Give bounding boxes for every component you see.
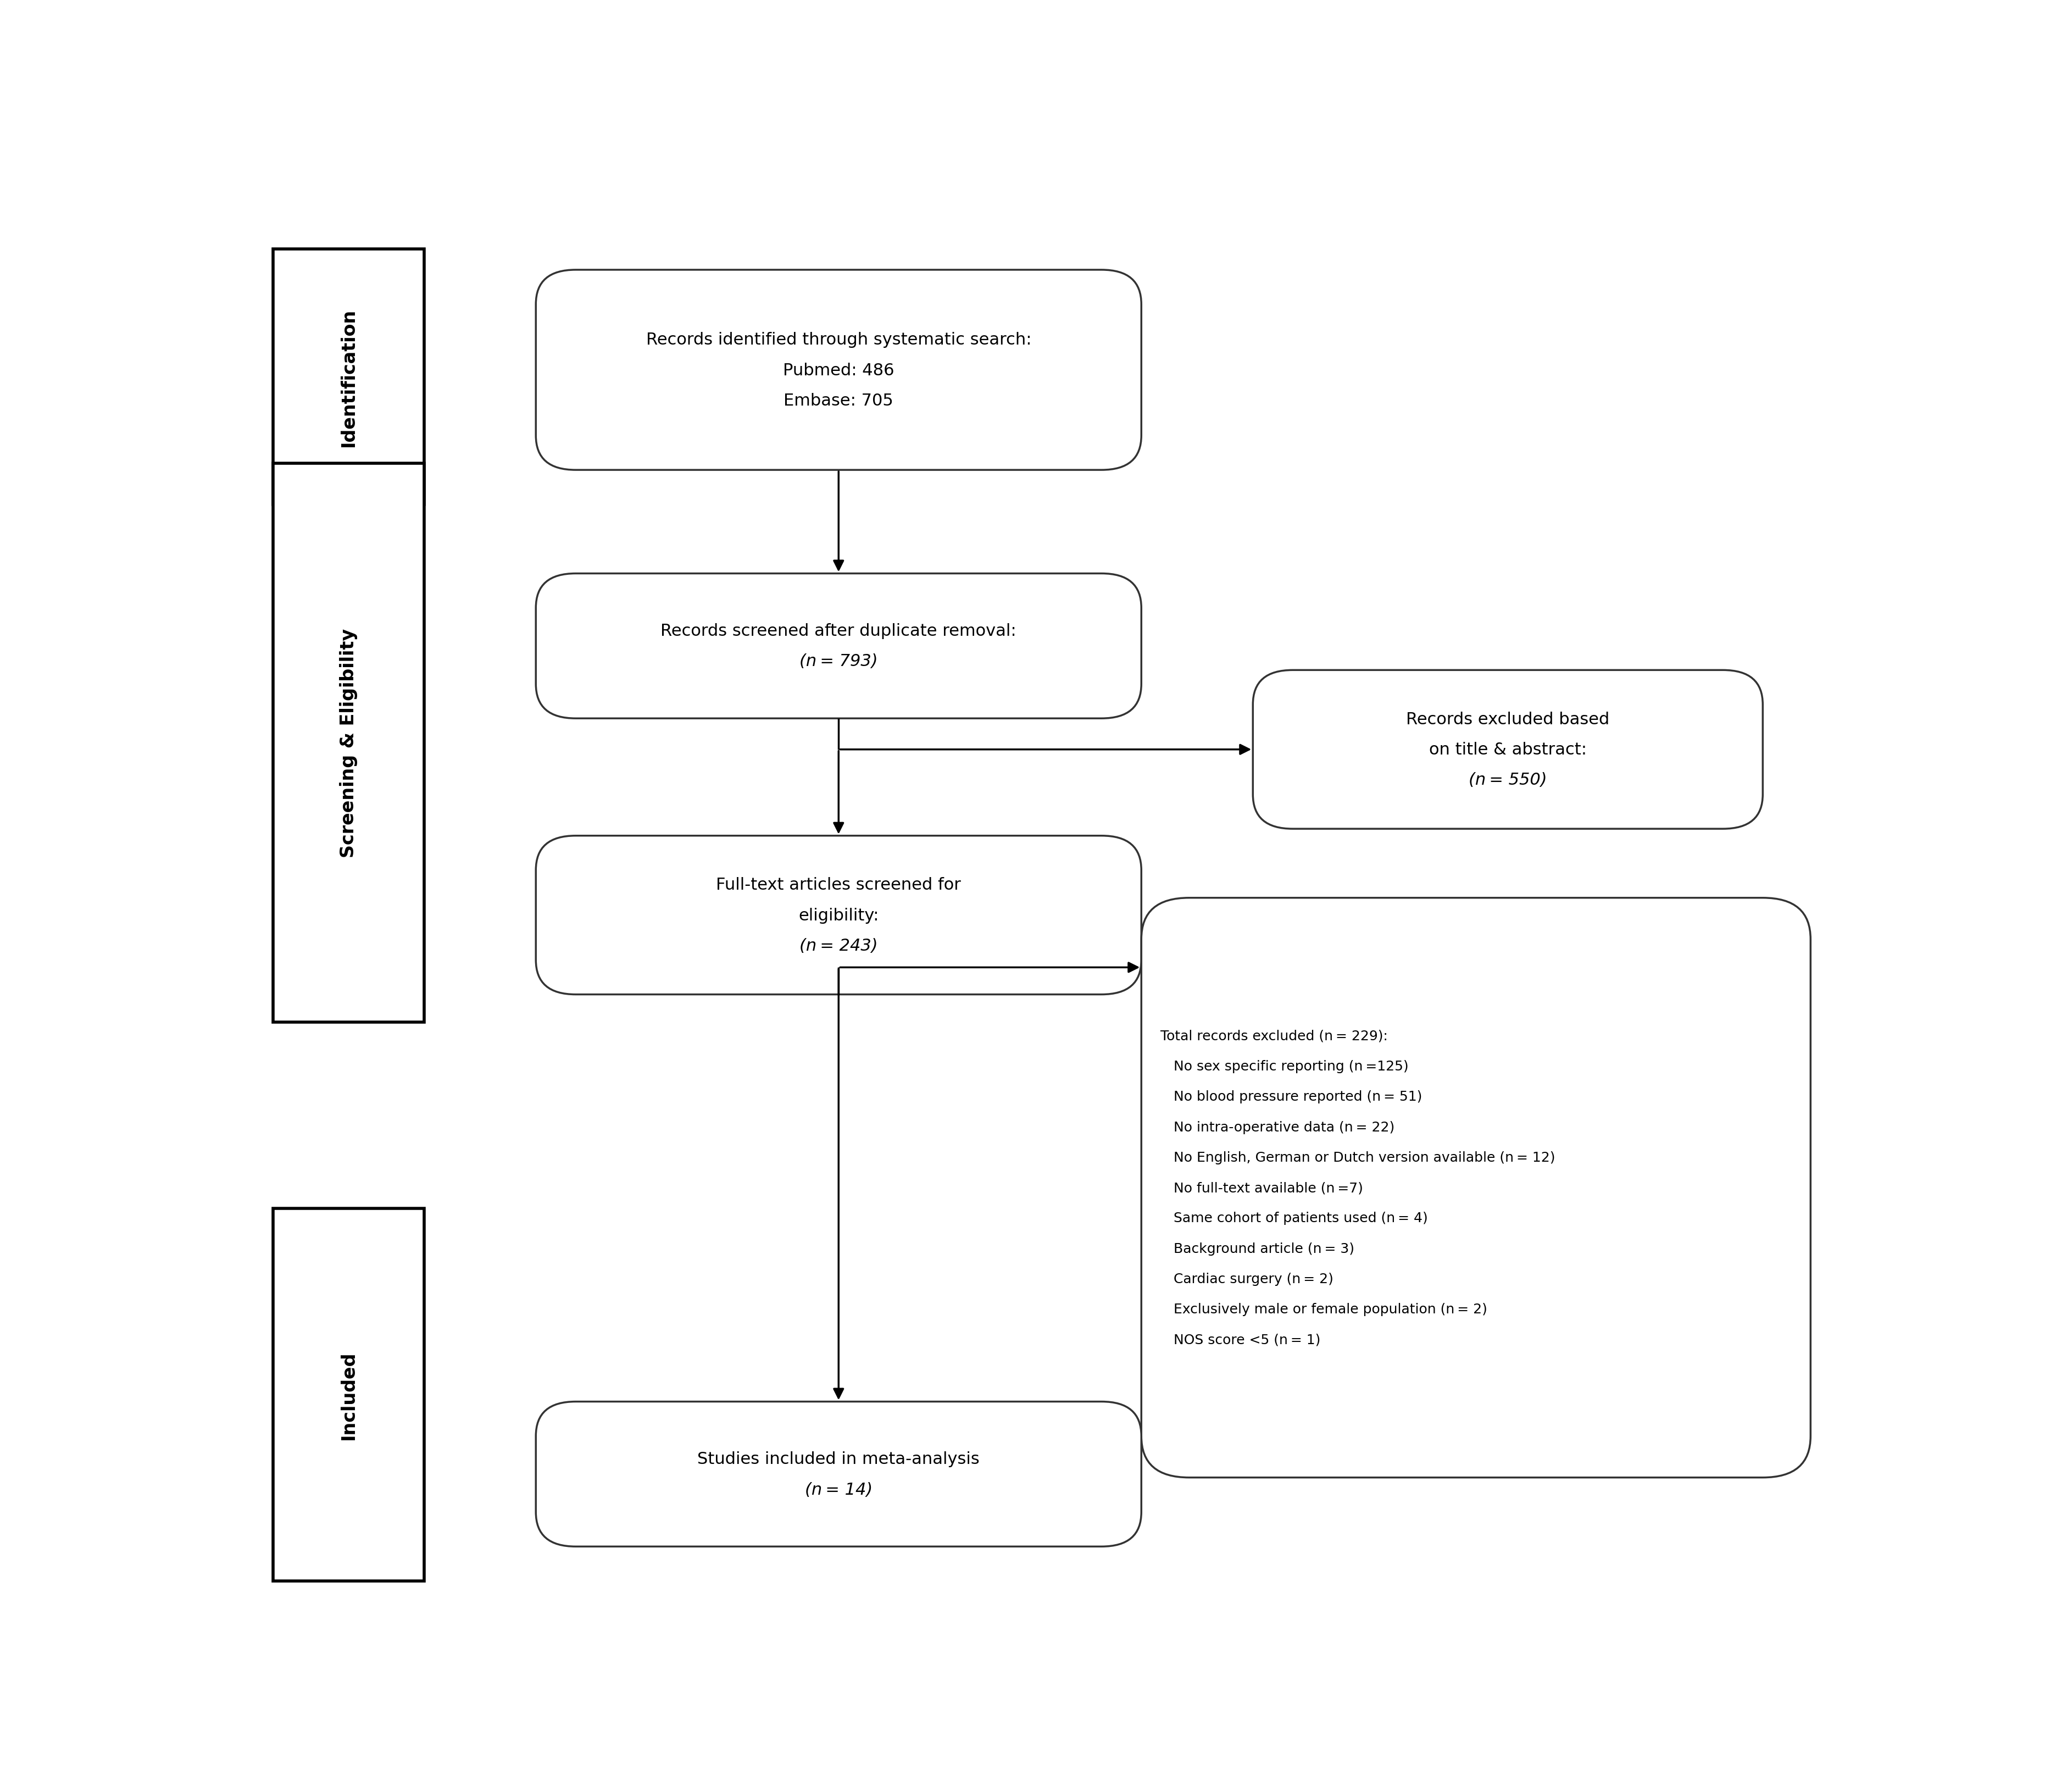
Text: No full-text available (n =7): No full-text available (n =7) bbox=[1160, 1181, 1363, 1195]
Text: Screening & Eligibility: Screening & Eligibility bbox=[339, 629, 358, 857]
FancyBboxPatch shape bbox=[537, 835, 1141, 995]
Text: (n = 793): (n = 793) bbox=[800, 654, 878, 670]
Text: eligibility:: eligibility: bbox=[798, 907, 878, 923]
FancyBboxPatch shape bbox=[537, 573, 1141, 719]
FancyBboxPatch shape bbox=[273, 464, 424, 1021]
Text: Total records excluded (n = 229):: Total records excluded (n = 229): bbox=[1160, 1029, 1388, 1043]
Text: Same cohort of patients used (n = 4): Same cohort of patients used (n = 4) bbox=[1160, 1211, 1429, 1224]
FancyBboxPatch shape bbox=[537, 1401, 1141, 1546]
FancyBboxPatch shape bbox=[273, 249, 424, 505]
Text: No intra-operative data (n = 22): No intra-operative data (n = 22) bbox=[1160, 1120, 1394, 1134]
Text: (n = 243): (n = 243) bbox=[800, 937, 878, 953]
FancyBboxPatch shape bbox=[1252, 670, 1762, 830]
Text: NOS score <5 (n = 1): NOS score <5 (n = 1) bbox=[1160, 1333, 1320, 1346]
Text: Pubmed: 486: Pubmed: 486 bbox=[783, 362, 894, 378]
Text: Exclusively male or female population (n = 2): Exclusively male or female population (n… bbox=[1160, 1303, 1486, 1315]
Text: (n = 14): (n = 14) bbox=[804, 1482, 872, 1498]
Text: Embase: 705: Embase: 705 bbox=[783, 392, 894, 409]
FancyBboxPatch shape bbox=[1141, 898, 1811, 1478]
Text: Cardiac surgery (n = 2): Cardiac surgery (n = 2) bbox=[1160, 1272, 1334, 1285]
Text: (n = 550): (n = 550) bbox=[1468, 772, 1546, 788]
Text: on title & abstract:: on title & abstract: bbox=[1429, 742, 1587, 758]
Text: Full-text articles screened for: Full-text articles screened for bbox=[715, 876, 960, 892]
Text: No English, German or Dutch version available (n = 12): No English, German or Dutch version avai… bbox=[1160, 1150, 1554, 1165]
FancyBboxPatch shape bbox=[537, 271, 1141, 470]
Text: Records excluded based: Records excluded based bbox=[1406, 711, 1610, 728]
Text: Included: Included bbox=[339, 1351, 358, 1439]
Text: Records screened after duplicate removal:: Records screened after duplicate removal… bbox=[660, 624, 1016, 640]
Text: Identification: Identification bbox=[339, 308, 358, 446]
FancyBboxPatch shape bbox=[273, 1208, 424, 1581]
Text: Records identified through systematic search:: Records identified through systematic se… bbox=[646, 332, 1032, 348]
Text: Studies included in meta-analysis: Studies included in meta-analysis bbox=[697, 1452, 981, 1468]
Text: No sex specific reporting (n =125): No sex specific reporting (n =125) bbox=[1160, 1059, 1408, 1073]
Text: No blood pressure reported (n = 51): No blood pressure reported (n = 51) bbox=[1160, 1090, 1423, 1104]
Text: Background article (n = 3): Background article (n = 3) bbox=[1160, 1242, 1355, 1254]
